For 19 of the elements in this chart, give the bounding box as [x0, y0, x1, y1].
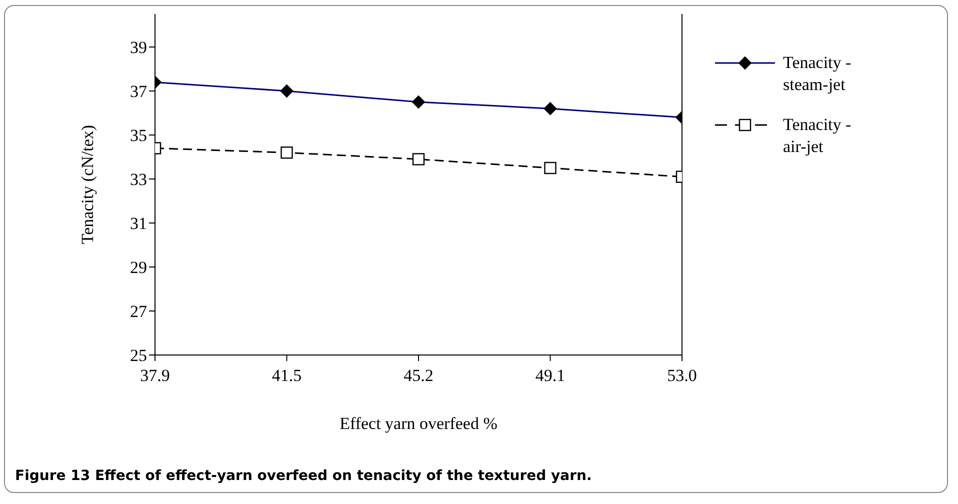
x-tick-label: 37.9: [140, 366, 170, 386]
text: Tenacity - air-jet: [783, 115, 852, 156]
y-tick-label: 33: [130, 170, 147, 190]
x-tick-label: 49.1: [535, 366, 566, 386]
point: [412, 153, 425, 166]
y-tick-label: 29: [130, 258, 147, 278]
y-tick-label: 31: [130, 214, 147, 234]
y-axis-title: Tenacity (cN/tex): [78, 124, 98, 244]
x-tick-label: 45.2: [404, 366, 434, 386]
y-tick-label: 37: [130, 82, 148, 102]
x-tick-label: 41.5: [272, 366, 302, 386]
x-axis-title: Effect yarn overfeed %: [340, 414, 498, 434]
legend-label: Tenacity - steam-jet: [783, 52, 852, 96]
y-tick-label: 25: [130, 346, 147, 366]
caption: Figure 13 Effect of effect-yarn overfeed on tenacity of the textured yarn.: [15, 468, 592, 484]
y-tick-label: 35: [130, 126, 147, 146]
x-tick-label: 53.0: [667, 366, 697, 386]
y-tick-label: 39: [130, 38, 147, 58]
y-tick-label: 27: [130, 302, 148, 322]
